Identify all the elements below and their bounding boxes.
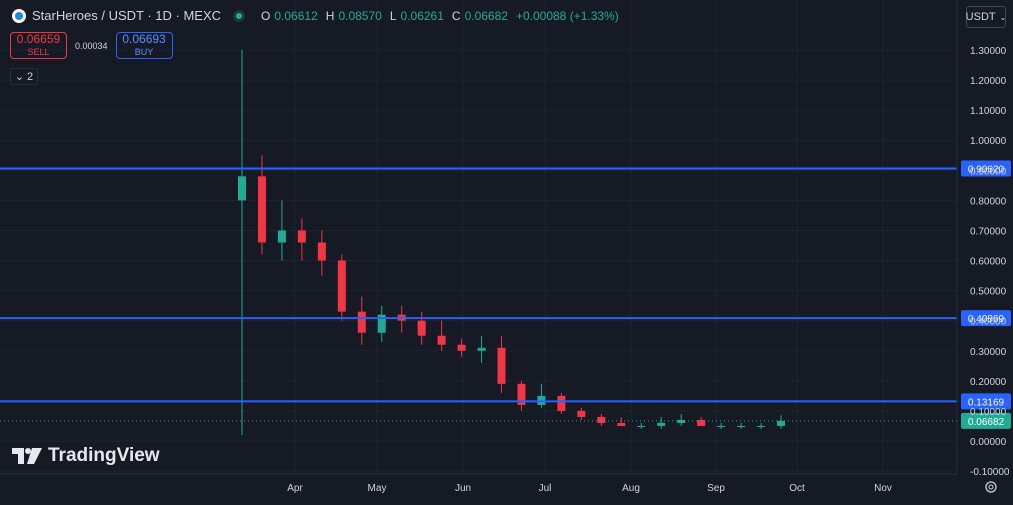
time-tick-label: Oct — [789, 483, 805, 494]
ohlc-value: +0.00088 (+1.33%) — [515, 8, 619, 23]
symbol-title[interactable]: StarHeroes / USDT · 1D · MEXC — [32, 8, 222, 23]
ohlc-key: O — [261, 8, 271, 23]
level-label: 0.40869 — [968, 314, 1005, 325]
time-tick-label: Jun — [455, 483, 471, 494]
time-tick-label: May — [368, 483, 387, 494]
candle-body — [777, 420, 785, 426]
candle-body — [497, 347, 506, 384]
time-tick-label: Jul — [539, 483, 552, 494]
candle-body — [577, 410, 586, 417]
level-tag — [961, 393, 1011, 410]
candle-body — [238, 176, 246, 201]
price-tick-label: 0.90000 — [970, 166, 1007, 177]
market-status-icon[interactable] — [233, 9, 246, 22]
candle-body — [417, 320, 426, 336]
candle-body — [457, 344, 466, 351]
candle-body — [437, 335, 446, 345]
candle-body — [277, 230, 286, 243]
level-tag — [961, 310, 1011, 327]
level-tag — [961, 160, 1011, 177]
candle-body — [357, 311, 366, 333]
price-tick-label: -0.10000 — [970, 467, 1010, 478]
chevron-down-icon: ⌄ — [14, 71, 25, 83]
price-tick-label: 1.10000 — [970, 106, 1007, 117]
indicator-count: 2 — [27, 70, 34, 83]
price-tick-label: 1.20000 — [970, 76, 1007, 87]
candle-body — [317, 242, 326, 261]
ohlc-value: 0.08570 — [338, 8, 382, 23]
price-tick-label: 0.30000 — [970, 347, 1007, 358]
time-axis: Apr May Jun Jul Aug Sep Oct Nov — [0, 473, 957, 494]
candle-body — [717, 425, 726, 427]
price-tick-label: 0.50000 — [970, 287, 1007, 298]
price-tick-label: 0.20000 — [970, 377, 1007, 388]
candle-body — [257, 176, 266, 243]
candle-body — [557, 395, 566, 411]
price-axis: 1.30000 1.20000 1.10000 1.00000 0.90000 0.800… — [956, 0, 1010, 478]
currency-select[interactable]: USDT ⌄ — [966, 6, 1006, 28]
tradingview-logo: TradingView — [12, 445, 160, 467]
indicators-toggle-button[interactable]: ⌄ 2 — [10, 68, 38, 85]
ohlc-key: L — [389, 8, 397, 23]
candle-body — [377, 314, 386, 333]
time-tick-label: Sep — [707, 483, 725, 494]
sell-price: 0.06659 — [16, 31, 61, 46]
gear-icon[interactable] — [982, 478, 1000, 496]
candle-body — [617, 422, 626, 426]
candle-body — [517, 383, 526, 405]
spread-value: 0.00034 — [75, 40, 108, 51]
starheroes-logo-icon — [12, 8, 26, 23]
candle-body — [597, 416, 606, 423]
time-tick-label: Nov — [874, 483, 892, 494]
time-tick-label: Aug — [622, 483, 640, 494]
price-tick-label: 0.10000 — [970, 407, 1007, 418]
ohlc-value: 0.06682 — [464, 8, 508, 23]
ohlc-values: O 0.06612 H 0.08570 L 0.06261 C 0.06682 +0.00088… — [261, 9, 623, 23]
time-tick-label: Apr — [287, 483, 303, 494]
candle-body — [637, 425, 646, 427]
trade-buttons: 0.06659 SELL 0.00034 0.06693 BUY — [10, 32, 173, 59]
ohlc-key: C — [451, 8, 461, 23]
price-tick-label: 1.30000 — [970, 46, 1007, 57]
symbol-legend: StarHeroes / USDT · 1D · MEXC O 0.06612 H 0… — [12, 8, 623, 23]
chevron-down-icon: ⌄ — [999, 12, 1007, 22]
price-tick-label: 1.00000 — [970, 136, 1007, 147]
ohlc-key: H — [325, 8, 335, 23]
last-price-tag — [961, 412, 1011, 429]
ohlc-value: 0.06612 — [274, 8, 318, 23]
price-tick-label: 0.60000 — [970, 257, 1007, 268]
tradingview-mark-icon — [12, 448, 42, 464]
price-tick-label: 0.70000 — [970, 226, 1007, 237]
candle-body — [697, 419, 706, 426]
level-label: 0.90620 — [968, 164, 1005, 175]
buy-label: BUY — [134, 46, 154, 57]
currency-label: USDT — [965, 11, 996, 23]
candles — [238, 50, 785, 435]
candle-body — [477, 347, 486, 351]
grid — [0, 0, 957, 474]
price-tick-label: 0.40000 — [970, 317, 1007, 328]
tradingview-wordmark: TradingView — [48, 445, 160, 466]
buy-button[interactable]: 0.06693 BUY — [115, 31, 173, 59]
candle-body — [337, 260, 346, 312]
candle-body — [737, 425, 746, 427]
candle-body — [757, 425, 766, 427]
candle-body — [657, 422, 666, 426]
sell-label: SELL — [27, 46, 50, 57]
level-label: 0.13169 — [968, 397, 1005, 408]
sell-button[interactable]: 0.06659 SELL — [10, 32, 67, 59]
price-tick-label: 0.00000 — [970, 437, 1007, 448]
candle-body — [297, 230, 306, 243]
price-tick-label: 0.80000 — [970, 196, 1007, 207]
buy-price: 0.06693 — [122, 31, 166, 46]
candle-body — [677, 419, 686, 423]
last-price-label: 0.06682 — [968, 417, 1005, 428]
horizontal-levels: 0.90620 0.40869 0.13169 0.06682 — [0, 160, 1011, 429]
ohlc-value: 0.06261 — [400, 8, 444, 23]
